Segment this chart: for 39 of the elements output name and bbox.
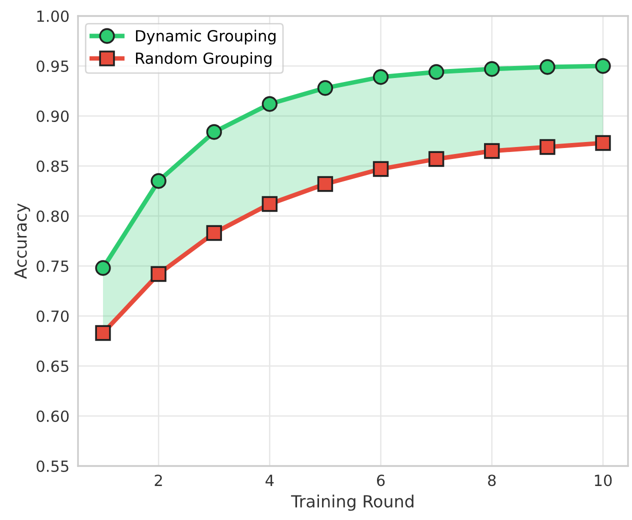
point <box>372 161 389 177</box>
point <box>484 61 500 77</box>
point <box>206 124 222 140</box>
point <box>206 225 222 241</box>
point <box>428 151 444 167</box>
x-tick-label: 10 <box>594 474 612 486</box>
point <box>372 69 389 85</box>
y-axis-title: Accuracy <box>14 203 30 279</box>
y-tick-label: 0.95 <box>36 60 68 72</box>
point <box>95 325 111 341</box>
x-tick-label: 4 <box>266 474 274 486</box>
point <box>428 64 444 80</box>
legend-label: Dynamic Grouping <box>136 30 276 45</box>
point <box>484 143 500 159</box>
point <box>95 260 111 276</box>
y-tick-label: 0.75 <box>36 260 68 272</box>
y-tick-label: 0.90 <box>36 110 69 122</box>
point <box>540 59 556 75</box>
point <box>540 139 556 155</box>
y-tick-label: 1.00 <box>37 10 69 22</box>
point <box>317 80 334 96</box>
point <box>262 196 278 212</box>
y-tick-label: 0.80 <box>36 210 69 222</box>
y-tick-label: 0.65 <box>36 360 68 372</box>
x-tick-label: 2 <box>154 474 162 486</box>
point <box>317 176 334 192</box>
x-tick-label: 8 <box>488 474 496 486</box>
y-tick-label: 0.85 <box>36 160 68 172</box>
point <box>595 58 611 74</box>
y-tick-label: 0.55 <box>36 460 68 472</box>
y-tick-label: 0.70 <box>36 310 69 322</box>
y-tick-label: 0.60 <box>36 410 69 422</box>
point <box>262 96 278 112</box>
point <box>595 135 611 151</box>
point <box>150 266 166 282</box>
legend-label: Random Grouping <box>136 52 272 67</box>
point <box>150 173 166 189</box>
x-tick-label: 6 <box>376 474 385 486</box>
x-axis-title: Training Round <box>291 494 414 511</box>
